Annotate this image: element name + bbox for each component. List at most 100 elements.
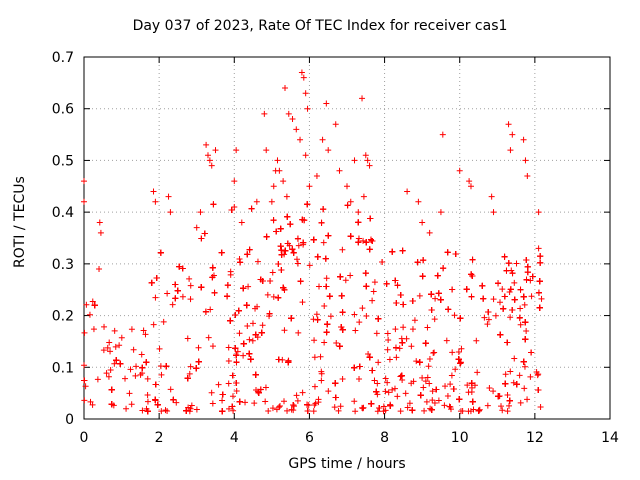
data-point: [278, 251, 285, 258]
data-point: [422, 340, 429, 347]
data-point: [167, 386, 174, 393]
data-point: [81, 178, 87, 185]
data-point: [231, 178, 238, 185]
data-point: [490, 388, 497, 395]
data-point: [144, 408, 151, 415]
data-point: [227, 317, 234, 324]
data-point: [537, 259, 544, 266]
data-point: [448, 372, 455, 379]
data-point: [342, 277, 349, 284]
data-point: [516, 372, 523, 379]
data-point: [375, 315, 382, 322]
data-point: [352, 408, 359, 415]
data-point: [406, 400, 413, 407]
data-point: [285, 359, 292, 366]
data-point: [82, 383, 89, 390]
data-point: [111, 327, 118, 334]
data-point: [276, 404, 283, 411]
data-point: [520, 293, 527, 300]
data-point: [312, 400, 319, 407]
data-point: [338, 292, 345, 299]
data-point: [229, 403, 236, 410]
data-point: [219, 397, 226, 404]
data-point: [355, 219, 362, 226]
data-point: [473, 337, 480, 344]
data-point: [310, 236, 317, 243]
data-point: [420, 257, 427, 264]
data-point: [284, 407, 291, 414]
data-point: [431, 399, 438, 406]
data-point: [374, 391, 381, 398]
data-point: [397, 408, 404, 415]
data-point: [452, 251, 459, 258]
data-point: [169, 301, 176, 308]
data-point: [103, 370, 110, 377]
data-point: [476, 406, 483, 413]
data-point: [150, 321, 157, 328]
data-point: [176, 263, 183, 270]
data-point: [428, 291, 435, 298]
data-point: [362, 152, 369, 159]
data-point: [252, 371, 259, 378]
data-point: [468, 380, 475, 387]
data-point: [225, 358, 232, 365]
data-point: [400, 324, 407, 331]
data-point: [486, 385, 493, 392]
data-point: [293, 126, 300, 133]
data-point: [118, 334, 125, 341]
data-point: [383, 280, 390, 287]
data-point: [172, 295, 179, 302]
data-point: [111, 360, 118, 367]
y-tick-label: 0.7: [52, 50, 74, 66]
data-point: [431, 316, 438, 323]
data-point: [276, 167, 283, 174]
data-point: [503, 267, 510, 274]
data-point: [193, 406, 200, 413]
data-point: [408, 343, 415, 350]
data-point: [339, 309, 346, 316]
data-point: [507, 147, 514, 154]
data-point: [355, 209, 362, 216]
data-point: [269, 405, 276, 412]
data-point: [435, 290, 442, 297]
data-point: [246, 246, 253, 253]
data-point: [218, 249, 225, 256]
data-point: [414, 259, 421, 266]
data-point: [112, 343, 119, 350]
data-point: [237, 259, 244, 266]
data-point: [332, 394, 339, 401]
data-point: [534, 372, 541, 379]
data-point: [236, 330, 243, 337]
data-point: [506, 288, 513, 295]
data-point: [521, 301, 528, 308]
data-point: [490, 209, 497, 216]
plot-frame: [83, 56, 611, 420]
data-point: [167, 209, 174, 216]
data-point: [263, 147, 270, 154]
data-point: [504, 391, 511, 398]
data-point: [352, 327, 359, 334]
data-point: [295, 329, 302, 336]
data-point: [106, 339, 113, 346]
data-point: [392, 326, 399, 333]
data-point: [306, 183, 313, 190]
x-tick-label: 4: [230, 430, 239, 446]
x-tick-label: 2: [155, 430, 164, 446]
data-point: [288, 406, 295, 413]
data-point: [94, 376, 101, 383]
data-point: [170, 396, 177, 403]
data-point: [290, 401, 297, 408]
data-point: [410, 378, 417, 385]
data-point: [197, 209, 204, 216]
data-point: [325, 388, 332, 395]
data-point: [336, 343, 343, 350]
data-point: [318, 219, 325, 226]
data-point: [284, 240, 291, 247]
data-point: [122, 375, 129, 382]
data-point: [225, 405, 232, 412]
data-point: [139, 407, 146, 414]
data-point: [355, 235, 362, 242]
data-point: [202, 308, 209, 315]
data-point: [520, 358, 527, 365]
data-point: [404, 188, 411, 195]
